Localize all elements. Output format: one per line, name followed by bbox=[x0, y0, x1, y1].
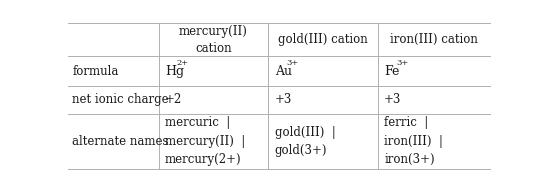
Text: iron(III) cation: iron(III) cation bbox=[390, 33, 478, 46]
Text: +3: +3 bbox=[384, 93, 401, 106]
Text: mercuric  |
mercury(II)  |
mercury(2+): mercuric | mercury(II) | mercury(2+) bbox=[165, 116, 245, 166]
Text: alternate names: alternate names bbox=[72, 135, 169, 148]
Text: Hg: Hg bbox=[165, 65, 184, 78]
Text: gold(III) cation: gold(III) cation bbox=[278, 33, 368, 46]
Text: 2+: 2+ bbox=[177, 59, 189, 67]
Text: formula: formula bbox=[72, 65, 119, 78]
Text: net ionic charge: net ionic charge bbox=[72, 93, 169, 106]
Text: +2: +2 bbox=[165, 93, 182, 106]
Text: mercury(II)
cation: mercury(II) cation bbox=[179, 25, 248, 55]
Text: Fe: Fe bbox=[384, 65, 400, 78]
Text: ferric  |
iron(III)  |
iron(3+): ferric | iron(III) | iron(3+) bbox=[384, 116, 443, 166]
Text: +3: +3 bbox=[275, 93, 292, 106]
Text: 3+: 3+ bbox=[286, 59, 299, 67]
Text: Au: Au bbox=[275, 65, 292, 78]
Text: 3+: 3+ bbox=[396, 59, 408, 67]
Text: gold(III)  |
gold(3+): gold(III) | gold(3+) bbox=[275, 126, 335, 157]
